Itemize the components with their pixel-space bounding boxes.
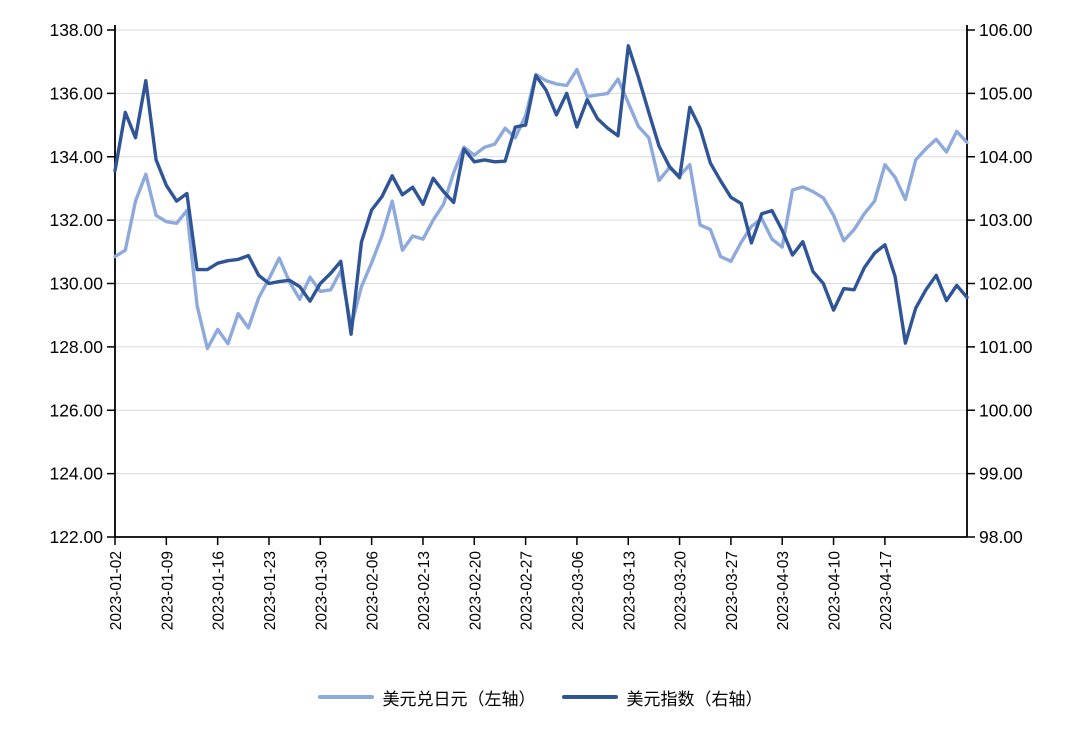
svg-text:106.00: 106.00 [979,20,1033,40]
svg-text:2023-02-20: 2023-02-20 [467,551,484,631]
data-series-lines [113,44,969,351]
svg-text:98.00: 98.00 [979,527,1023,547]
svg-text:2023-04-17: 2023-04-17 [878,551,895,630]
usdjpy-legend-label: 美元兑日元（左轴） [382,689,536,709]
axis-tick-marks [107,29,975,545]
svg-text:102.00: 102.00 [979,274,1033,294]
svg-text:104.00: 104.00 [979,147,1033,167]
svg-text:124.00: 124.00 [49,464,103,484]
svg-text:2023-03-13: 2023-03-13 [621,551,638,630]
svg-text:2023-01-23: 2023-01-23 [262,551,279,630]
svg-text:2023-03-20: 2023-03-20 [673,551,690,631]
left-axis-tick-labels: 138.00 136.00 134.00 132.00 130.00 128.00 126.… [49,20,103,547]
x-axis-date-labels: 2023-01-02 2023-01-09 2023-01-16 2023-01-23… [108,551,895,631]
svg-text:2023-04-03: 2023-04-03 [775,551,792,630]
chart-legend: 美元兑日元（左轴） 美元指数（右轴） [0,682,1080,712]
svg-text:2023-02-27: 2023-02-27 [519,551,536,630]
svg-text:2023-01-16: 2023-01-16 [211,551,228,630]
svg-text:103.00: 103.00 [979,210,1033,230]
svg-text:136.00: 136.00 [49,83,103,103]
svg-text:2023-02-06: 2023-02-06 [365,551,382,630]
svg-text:2023-02-13: 2023-02-13 [416,551,433,630]
svg-text:2023-03-06: 2023-03-06 [570,551,587,630]
svg-text:100.00: 100.00 [979,400,1033,420]
svg-text:134.00: 134.00 [49,147,103,167]
svg-text:2023-01-30: 2023-01-30 [313,551,330,631]
svg-text:105.00: 105.00 [979,83,1033,103]
svg-text:130.00: 130.00 [49,274,103,294]
dollar-index-line-swatch [561,695,618,699]
svg-text:132.00: 132.00 [49,210,103,230]
svg-text:2023-03-27: 2023-03-27 [724,551,741,630]
horizontal-gridlines [115,29,967,475]
svg-text:2023-04-10: 2023-04-10 [827,551,844,631]
svg-text:101.00: 101.00 [979,337,1033,357]
svg-text:122.00: 122.00 [49,527,103,547]
svg-text:128.00: 128.00 [49,337,103,357]
axis-lines [114,25,968,538]
svg-text:2023-01-09: 2023-01-09 [159,551,176,630]
svg-text:2023-01-02: 2023-01-02 [108,551,125,630]
usdjpy-line-swatch [317,695,374,699]
right-axis-tick-labels: 106.00 105.00 104.00 103.00 102.00 101.00 100.… [979,20,1033,547]
legend-item-dollar-index: 美元指数（右轴） [561,685,763,710]
dollar-index-legend-label: 美元指数（右轴） [626,689,763,709]
svg-text:99.00: 99.00 [979,464,1023,484]
svg-text:138.00: 138.00 [49,20,103,40]
svg-text:126.00: 126.00 [49,400,103,420]
legend-item-usdjpy: 美元兑日元（左轴） [317,685,536,710]
